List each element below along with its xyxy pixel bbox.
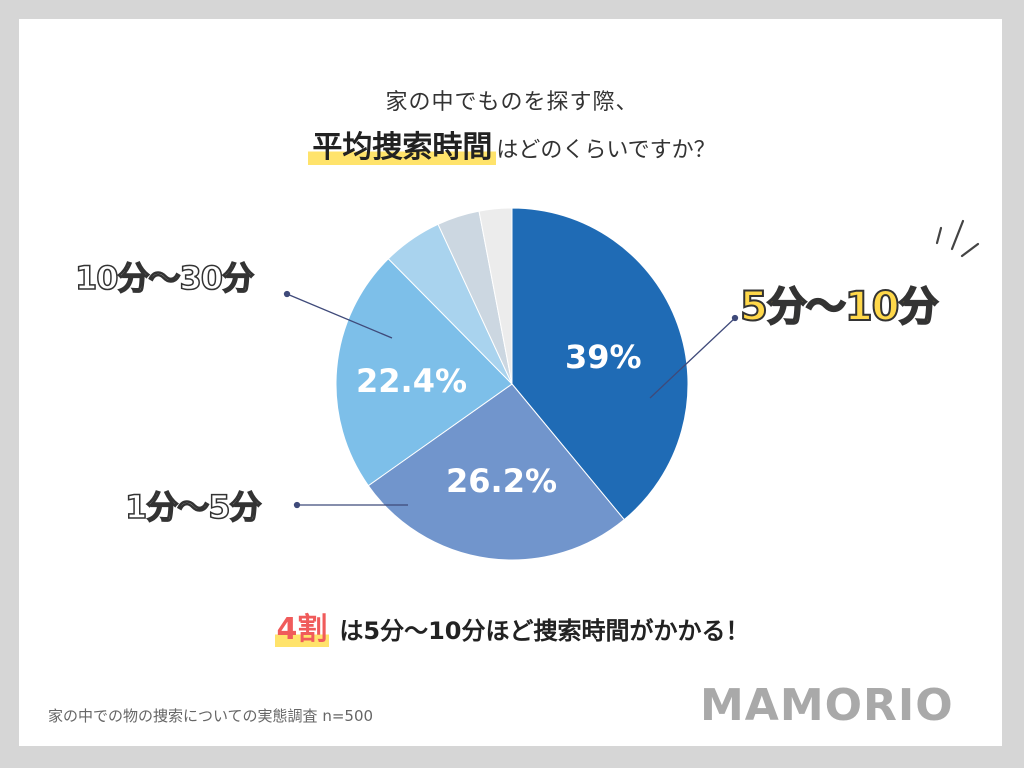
category-label-5-10: 5分〜10分 [739, 283, 939, 331]
leader-line-5-10 [649, 317, 736, 399]
emphasis-mark-2 [950, 219, 965, 251]
conclusion-highlight: 4割 [274, 612, 330, 647]
title-highlight: 平均捜索時間 [308, 130, 497, 165]
leader-dot-10-30 [283, 290, 291, 298]
conclusion: 4割 は5分〜10分ほど捜索時間がかかる！ [0, 604, 1024, 648]
percent-label-26-2: 26.2% [446, 462, 558, 500]
leader-dot-1-5 [293, 501, 301, 509]
brand-logo: MAMORIO [700, 680, 954, 731]
leader-dot-5-10 [731, 314, 739, 322]
percent-label-22-4: 22.4% [356, 362, 468, 400]
category-label-10-30: 10分〜30分 [74, 258, 255, 298]
percent-label-39: 39% [565, 338, 642, 376]
pie-slice-1 [367, 383, 625, 561]
leader-line-10-30 [286, 293, 393, 339]
conclusion-text: は5分〜10分ほど捜索時間がかかる！ [339, 617, 750, 645]
pie-slice-0 [511, 207, 689, 521]
category-label-1-5: 1分〜5分 [124, 487, 262, 527]
pie-slices [335, 207, 689, 561]
pie-slice-5 [478, 207, 513, 385]
emphasis-mark-1 [935, 226, 943, 245]
pie-slice-2 [335, 258, 513, 487]
emphasis-mark-3 [960, 242, 980, 258]
leader-lines [283, 290, 739, 509]
chart-title-line1: 家の中でものを探す際、 [385, 90, 639, 115]
emphasis-marks [935, 219, 980, 258]
title-question: はどのくらいですか？ [496, 138, 716, 163]
chart-title-line2: 平均捜索時間 はどのくらいですか？ [0, 122, 1024, 166]
source-note: 家の中での物の捜索についての実態調査 n=500 [48, 707, 374, 725]
